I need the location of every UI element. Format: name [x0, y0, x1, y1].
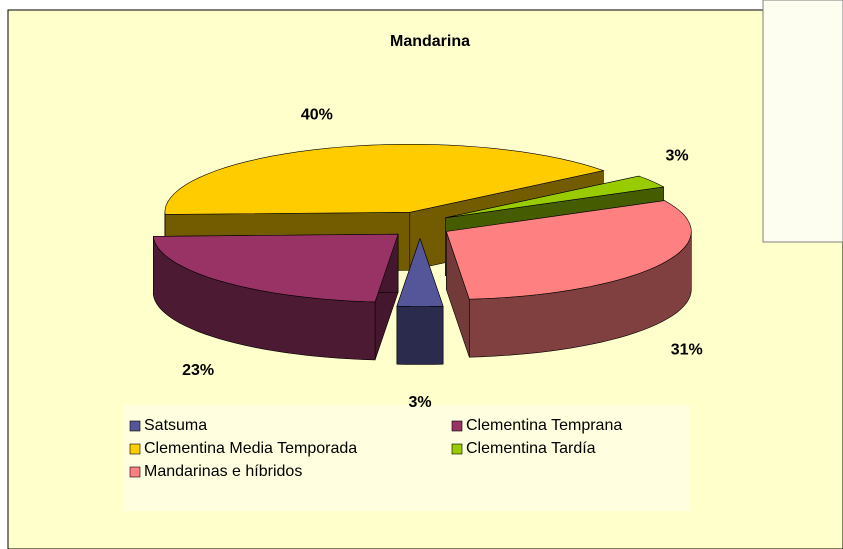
legend-swatch: [451, 420, 463, 432]
side-panel: [762, 0, 843, 243]
data-label: 3%: [408, 394, 431, 411]
slice: [152, 233, 399, 303]
slice: [445, 175, 665, 219]
legend-swatch: [129, 420, 141, 432]
chart-title: Mandarina: [390, 33, 470, 50]
slice: [445, 200, 692, 300]
data-label: 40%: [301, 106, 333, 123]
legend-label: Clementina Media Temporada: [144, 440, 357, 457]
data-label: 3%: [665, 148, 688, 165]
legend-label: Clementina Tardía: [466, 440, 596, 457]
legend-swatch: [451, 443, 463, 455]
slice: [396, 237, 444, 307]
data-label: 23%: [182, 362, 214, 379]
legend-box: [123, 405, 690, 511]
legend-label: Clementina Temprana: [466, 417, 622, 434]
legend-label: Satsuma: [144, 417, 207, 434]
legend-swatch: [129, 443, 141, 455]
legend-swatch: [129, 466, 141, 478]
slice: [164, 144, 605, 215]
slice-wall: [396, 305, 444, 365]
legend-label: Mandarinas e híbridos: [144, 463, 302, 480]
data-label: 31%: [671, 341, 703, 358]
